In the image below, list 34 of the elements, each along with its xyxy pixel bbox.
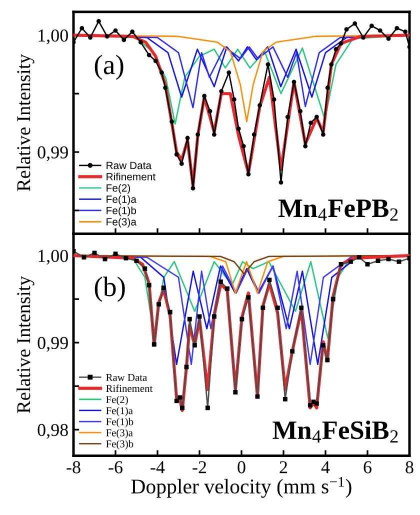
annotation: Mn$_{4}$FePB$_{2}$: [278, 200, 398, 221]
legend-label: Fe(1)b: [106, 206, 136, 216]
x-tick-label: -8: [66, 461, 80, 474]
legend-label: Rifinement: [106, 172, 156, 180]
annotation: (a): [94, 54, 124, 80]
legend-label: Fe(3)b: [106, 440, 134, 450]
x-tick-label: 4: [321, 461, 330, 474]
x-tick-label: 8: [406, 461, 414, 474]
legend-label: Fe(2): [106, 396, 128, 406]
x-tick-label: -2: [192, 461, 206, 474]
legend-label: Fe(3)a: [106, 218, 136, 228]
x-tick-label: -6: [108, 461, 122, 474]
legend-label: Fe(2): [106, 184, 130, 194]
y-tick-label: 0,98: [38, 424, 68, 439]
annotation: (b): [94, 276, 125, 302]
legend-label: Rifinement: [106, 384, 153, 392]
y-tick-label: 1,00: [38, 29, 68, 44]
x-tick-label: -4: [150, 461, 165, 474]
legend-label: Raw Data: [106, 374, 148, 381]
y-tick-label: 0,99: [38, 146, 68, 162]
y-axis-title: Relative Intensity: [16, 54, 34, 192]
y-tick-label: 1,00: [38, 250, 68, 265]
y-axis-title: Relative Intensity: [16, 276, 34, 414]
x-tick-label: 2: [280, 461, 288, 474]
legend-label: Raw Data: [106, 162, 152, 170]
x-axis-title: Doppler velocity (mm s$^{−1}$): [131, 477, 352, 498]
legend-label: Fe(1)b: [106, 418, 134, 428]
legend-label: Fe(3)a: [106, 429, 133, 438]
legend-label: Fe(1)a: [106, 406, 133, 416]
x-tick-label: 6: [364, 461, 372, 474]
x-tick-label: 0: [238, 461, 246, 474]
annotation: Mn$_{4}$FeSiB$_{2}$: [272, 420, 398, 443]
y-tick-label: 0,99: [38, 336, 68, 352]
legend-label: Fe(1)a: [106, 195, 136, 206]
